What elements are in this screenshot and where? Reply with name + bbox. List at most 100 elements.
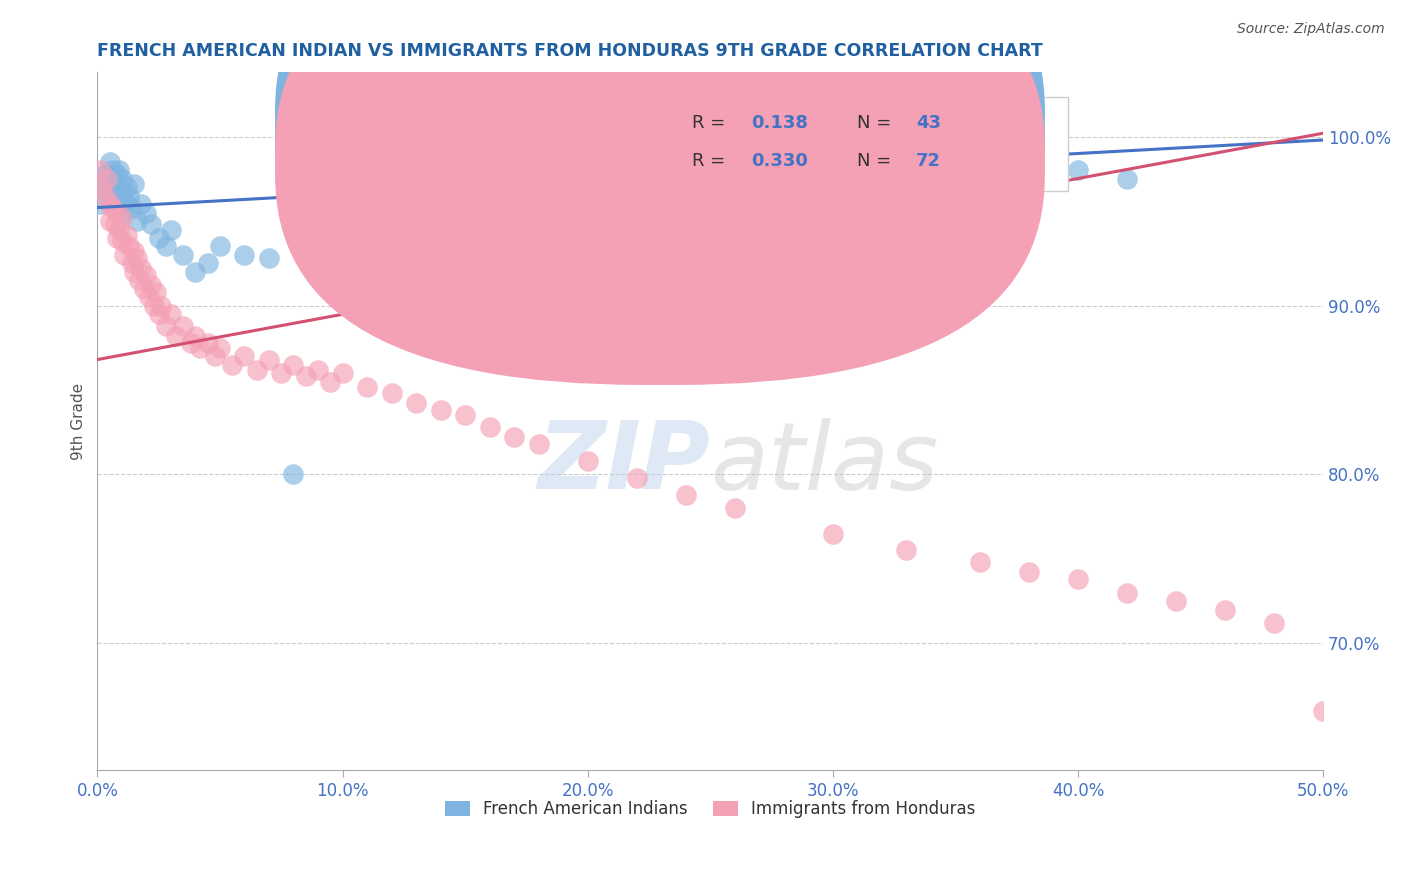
Point <box>89 163 111 178</box>
Point <box>1164 594 1187 608</box>
Point <box>405 396 427 410</box>
Point <box>135 205 157 219</box>
Text: R =: R = <box>692 114 731 132</box>
Point <box>108 188 131 202</box>
Point <box>270 366 292 380</box>
Point <box>283 467 305 482</box>
Point <box>150 299 173 313</box>
Point <box>122 265 145 279</box>
Point <box>122 177 145 191</box>
Point <box>172 318 194 333</box>
Point <box>135 268 157 282</box>
Point <box>626 471 648 485</box>
Point <box>131 261 153 276</box>
Point <box>101 201 124 215</box>
Point <box>103 201 125 215</box>
Point <box>111 235 134 249</box>
Point <box>118 239 141 253</box>
Point <box>96 184 118 198</box>
Point <box>125 251 148 265</box>
Text: 0.330: 0.330 <box>751 152 807 170</box>
Point <box>896 543 918 558</box>
Point <box>89 197 111 211</box>
Point <box>115 180 138 194</box>
Text: N =: N = <box>858 152 897 170</box>
Y-axis label: 9th Grade: 9th Grade <box>72 383 86 459</box>
Point <box>294 369 316 384</box>
Point <box>319 375 342 389</box>
Point <box>103 171 125 186</box>
Point <box>108 163 131 178</box>
Point <box>576 454 599 468</box>
Point <box>160 222 183 236</box>
Point <box>221 358 243 372</box>
Point <box>155 239 177 253</box>
Point <box>1263 615 1285 630</box>
Point <box>111 211 134 225</box>
Point <box>1116 171 1139 186</box>
Text: 43: 43 <box>917 114 941 132</box>
Point <box>380 386 402 401</box>
Point <box>675 488 697 502</box>
FancyBboxPatch shape <box>276 0 1045 347</box>
Point <box>98 197 121 211</box>
Point <box>332 366 354 380</box>
Point <box>121 256 143 270</box>
Point <box>283 358 305 372</box>
Point <box>96 171 118 186</box>
Point <box>111 194 134 208</box>
Point <box>172 248 194 262</box>
Point <box>101 188 124 202</box>
Point <box>188 341 211 355</box>
Point <box>93 167 115 181</box>
Point <box>112 184 135 198</box>
Point <box>93 188 115 202</box>
Point <box>112 205 135 219</box>
Point <box>1312 704 1334 718</box>
Point <box>429 403 451 417</box>
Legend: French American Indians, Immigrants from Honduras: French American Indians, Immigrants from… <box>439 793 983 824</box>
Point <box>527 437 550 451</box>
Point <box>138 290 160 304</box>
Point <box>91 180 114 194</box>
Point <box>307 362 329 376</box>
Point <box>380 231 402 245</box>
Point <box>115 197 138 211</box>
FancyBboxPatch shape <box>276 0 1045 385</box>
Point <box>246 362 269 376</box>
Point <box>122 244 145 259</box>
Text: N =: N = <box>858 114 897 132</box>
Point <box>125 214 148 228</box>
Point <box>105 180 128 194</box>
Point <box>145 285 167 299</box>
Point <box>105 167 128 181</box>
Point <box>184 265 207 279</box>
Point <box>233 349 256 363</box>
Point <box>208 341 231 355</box>
Point <box>208 239 231 253</box>
Text: R =: R = <box>692 152 731 170</box>
Point <box>454 409 477 423</box>
Point <box>131 197 153 211</box>
Point <box>98 177 121 191</box>
Point <box>503 430 526 444</box>
Point <box>165 329 187 343</box>
Point <box>179 335 201 350</box>
Point <box>204 349 226 363</box>
Point <box>969 555 991 569</box>
Point <box>115 227 138 242</box>
Point <box>896 171 918 186</box>
Text: ZIP: ZIP <box>537 417 710 509</box>
Point <box>332 256 354 270</box>
Point <box>141 218 163 232</box>
Point <box>121 201 143 215</box>
Point <box>197 335 219 350</box>
Point <box>148 307 170 321</box>
Point <box>98 214 121 228</box>
Point <box>160 307 183 321</box>
Point <box>724 501 747 516</box>
Point <box>1116 585 1139 599</box>
Point <box>257 352 280 367</box>
Text: 72: 72 <box>917 152 941 170</box>
Text: atlas: atlas <box>710 417 938 508</box>
